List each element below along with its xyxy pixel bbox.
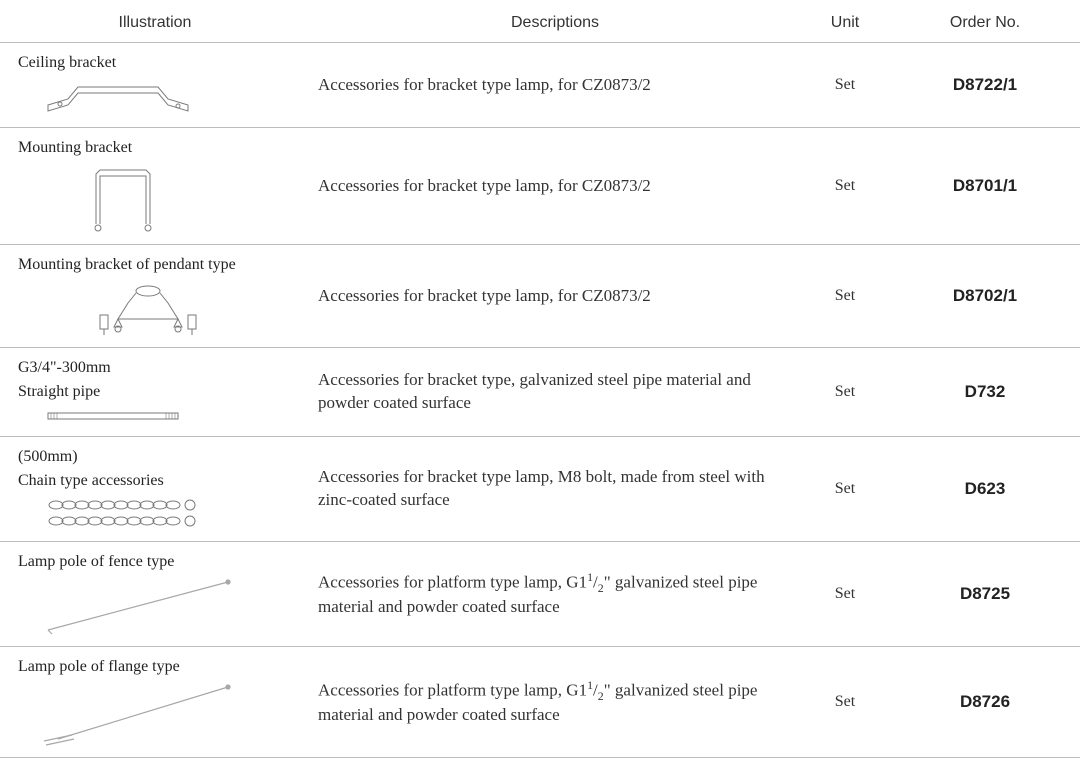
illustration-label: G3/4"-300mm bbox=[18, 358, 300, 378]
header-descriptions: Descriptions bbox=[310, 0, 800, 43]
unit-cell: Set bbox=[800, 43, 890, 128]
table-row: Mounting bracket Accessories for bracket… bbox=[0, 128, 1080, 245]
table-row: Ceiling bracket Accessories for bracket … bbox=[0, 43, 1080, 128]
illustration-label: Mounting bracket of pendant type bbox=[18, 255, 300, 275]
pendant-bracket-icon bbox=[78, 279, 218, 337]
unit-cell: Set bbox=[800, 348, 890, 437]
table-row: Lamp pole of fence type Accessories for … bbox=[0, 542, 1080, 647]
ceiling-bracket-icon bbox=[38, 77, 198, 117]
chain-icon bbox=[38, 495, 208, 531]
illustration-label: Lamp pole of flange type bbox=[18, 657, 300, 677]
order-number-cell: D623 bbox=[890, 437, 1080, 542]
description-cell: Accessories for platform type lamp, G11/… bbox=[310, 647, 800, 758]
illustration-label: Ceiling bracket bbox=[18, 53, 300, 73]
illustration-label: (500mm) bbox=[18, 447, 300, 467]
table-row: G3/4"-300mm Straight pipe Accessories for… bbox=[0, 348, 1080, 437]
illustration-cell: Ceiling bracket bbox=[0, 43, 310, 128]
straight-pipe-icon bbox=[38, 406, 188, 426]
illustration-cell: Lamp pole of flange type bbox=[0, 647, 310, 758]
illustration-label: Mounting bracket bbox=[18, 138, 300, 158]
illustration-label-2: Chain type accessories bbox=[18, 471, 300, 491]
unit-cell: Set bbox=[800, 245, 890, 348]
order-number-cell: D8702/1 bbox=[890, 245, 1080, 348]
description-cell: Accessories for bracket type lamp, M8 bo… bbox=[310, 437, 800, 542]
header-row: Illustration Descriptions Unit Order No. bbox=[0, 0, 1080, 43]
description-cell: Accessories for platform type lamp, G11/… bbox=[310, 542, 800, 647]
table-row: Lamp pole of flange type Accessories for… bbox=[0, 647, 1080, 758]
fence-pole-icon bbox=[38, 576, 238, 636]
order-number-cell: D8725 bbox=[890, 542, 1080, 647]
order-number-cell: D8726 bbox=[890, 647, 1080, 758]
flange-pole-icon bbox=[38, 681, 238, 747]
unit-cell: Set bbox=[800, 647, 890, 758]
unit-cell: Set bbox=[800, 542, 890, 647]
table-row: Mounting bracket of pendant type Accesso… bbox=[0, 245, 1080, 348]
mounting-bracket-icon bbox=[78, 162, 168, 234]
unit-cell: Set bbox=[800, 128, 890, 245]
illustration-cell: Lamp pole of fence type bbox=[0, 542, 310, 647]
illustration-cell: Mounting bracket of pendant type bbox=[0, 245, 310, 348]
illustration-cell: Mounting bracket bbox=[0, 128, 310, 245]
unit-cell: Set bbox=[800, 437, 890, 542]
order-number-cell: D8701/1 bbox=[890, 128, 1080, 245]
description-cell: Accessories for bracket type lamp, for C… bbox=[310, 43, 800, 128]
order-number-cell: D8722/1 bbox=[890, 43, 1080, 128]
table-row: (500mm) Chain type accessories Accessorie… bbox=[0, 437, 1080, 542]
description-cell: Accessories for bracket type lamp, for C… bbox=[310, 245, 800, 348]
illustration-cell: G3/4"-300mm Straight pipe bbox=[0, 348, 310, 437]
header-unit: Unit bbox=[800, 0, 890, 43]
illustration-label: Lamp pole of fence type bbox=[18, 552, 300, 572]
illustration-cell: (500mm) Chain type accessories bbox=[0, 437, 310, 542]
header-order: Order No. bbox=[890, 0, 1080, 43]
header-illustration: Illustration bbox=[0, 0, 310, 43]
description-cell: Accessories for bracket type, galvanized… bbox=[310, 348, 800, 437]
order-number-cell: D732 bbox=[890, 348, 1080, 437]
illustration-label-2: Straight pipe bbox=[18, 382, 300, 402]
accessories-table: Illustration Descriptions Unit Order No.… bbox=[0, 0, 1080, 758]
description-cell: Accessories for bracket type lamp, for C… bbox=[310, 128, 800, 245]
